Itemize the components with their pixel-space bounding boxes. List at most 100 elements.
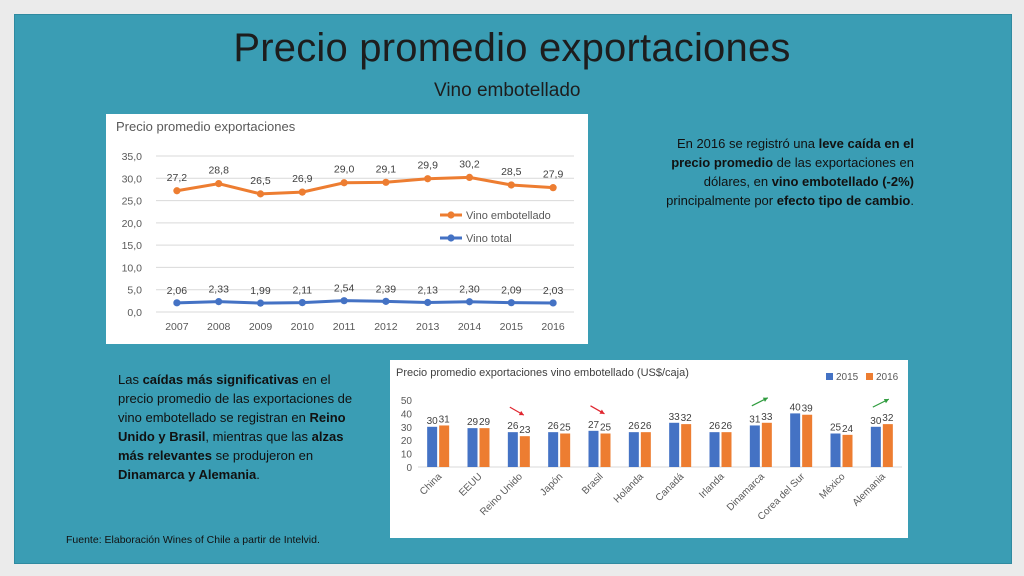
text_left-segment: caídas más significativas	[142, 372, 299, 387]
legend-marker	[447, 234, 455, 242]
data-label: 29,9	[417, 160, 438, 172]
category-label: Canadá	[654, 471, 687, 504]
data-point	[424, 298, 432, 307]
bar	[588, 430, 599, 467]
bar-chart-panel: Precio promedio exportaciones vino embot…	[390, 360, 908, 538]
source-note: Fuente: Elaboración Wines of Chile a par…	[66, 534, 320, 546]
data-point	[507, 181, 515, 189]
bar-value-label: 27	[588, 420, 600, 431]
trend-arrow-head	[518, 410, 524, 416]
bar-value-label: 30	[427, 416, 439, 427]
data-label: 30,2	[459, 158, 480, 170]
data-point	[465, 173, 474, 181]
x-tick-label: 2014	[458, 321, 482, 333]
y-tick-label: 0	[406, 463, 412, 474]
bar	[600, 433, 611, 467]
bar	[882, 424, 893, 467]
bar	[749, 425, 760, 467]
bar-value-label: 33	[669, 412, 681, 423]
bar-value-label: 31	[749, 414, 761, 425]
trend-arrow-head	[762, 397, 768, 402]
line-chart: Precio promedio exportaciones 0,0 5,0 10,0 1…	[116, 119, 574, 333]
data-point	[173, 187, 181, 195]
bar	[507, 432, 518, 467]
y-tick-label: 35,0	[122, 151, 143, 163]
data-label: 28,5	[501, 166, 522, 178]
data-point	[215, 298, 223, 306]
bar-value-label: 25	[830, 423, 842, 434]
data-point	[549, 184, 557, 192]
y-tick-label: 30,0	[122, 173, 143, 185]
text_right-segment: leve caída en el precio promedio	[671, 136, 914, 170]
data-label: 2,30	[459, 284, 480, 296]
data-point	[215, 180, 223, 188]
category-label: China	[418, 471, 445, 498]
data-point	[298, 298, 306, 307]
bar	[802, 414, 813, 467]
bar-value-label: 26	[709, 421, 721, 432]
data-label: 26,9	[292, 173, 313, 185]
bar	[761, 422, 772, 467]
legend-label: Vino total	[466, 233, 512, 245]
bar-value-label: 31	[439, 414, 451, 425]
bar-value-label: 26	[628, 421, 640, 432]
commentary-right: En 2016 se registró una leve caída en el…	[650, 134, 914, 210]
y-tick-label: 20	[401, 436, 413, 447]
x-tick-label: 2008	[207, 321, 231, 333]
data-label: 29,1	[376, 163, 397, 175]
data-point	[256, 299, 265, 307]
bar-value-label: 26	[507, 421, 519, 432]
data-point	[382, 178, 390, 186]
category-label: México	[817, 471, 847, 501]
category-label: Holanda	[612, 471, 646, 505]
data-label: 2,09	[501, 285, 522, 297]
data-point	[298, 188, 306, 196]
legend-label: 2016	[876, 372, 899, 383]
slide-title: Precio promedio exportaciones	[233, 26, 791, 70]
text_right-segment: efecto tipo de cambio	[776, 193, 911, 208]
bar	[870, 426, 881, 467]
data-point	[424, 175, 432, 183]
bar-value-label: 23	[519, 425, 531, 436]
data-label: 2,13	[417, 285, 438, 297]
data-point	[173, 299, 181, 307]
y-tick-label: 25,0	[122, 196, 143, 208]
x-tick-label: 2013	[416, 321, 440, 333]
bar	[560, 433, 571, 467]
data-label: 27,2	[167, 172, 188, 184]
data-label: 2,54	[334, 283, 355, 295]
text_right-segment: de las exportaciones en dólares, en	[703, 155, 914, 189]
bar	[479, 428, 490, 467]
text_right-segment: .	[910, 193, 914, 208]
category-label: Reino Unido	[478, 471, 525, 518]
y-tick-label: 30	[401, 423, 413, 434]
data-label: 2,39	[376, 283, 397, 295]
bar	[709, 432, 720, 467]
bar	[669, 422, 680, 467]
bar-chart: Precio promedio exportaciones vino embot…	[396, 367, 902, 523]
data-point	[256, 190, 265, 198]
data-label: 28,8	[208, 165, 229, 177]
data-point	[507, 299, 515, 307]
text_left-segment: Dinamarca y Alemania	[118, 467, 257, 482]
legend-label: Vino embotellado	[466, 210, 551, 222]
data-label: 27,9	[543, 169, 564, 181]
line-chart-title: Precio promedio exportaciones	[116, 119, 296, 134]
category-label: Alemania	[851, 471, 889, 509]
x-tick-label: 2007	[165, 321, 189, 333]
category-label: Brasil	[580, 471, 605, 496]
legend-label: 2015	[836, 372, 859, 383]
y-tick-label: 5,0	[127, 285, 142, 297]
bar-value-label: 39	[802, 404, 814, 415]
bar	[628, 432, 639, 467]
data-label: 1,99	[250, 285, 271, 297]
bar-value-label: 29	[467, 417, 479, 428]
text_right-segment: En 2016 se registró una	[676, 136, 819, 151]
y-tick-label: 15,0	[122, 240, 143, 252]
trend-arrow-head	[883, 398, 889, 404]
bar	[439, 425, 450, 467]
bar	[830, 433, 841, 467]
text_left-segment: Reino Unido y Brasil	[118, 410, 346, 444]
commentary-left: Las caídas más significativas en el prec…	[118, 370, 360, 484]
data-point	[549, 299, 557, 307]
